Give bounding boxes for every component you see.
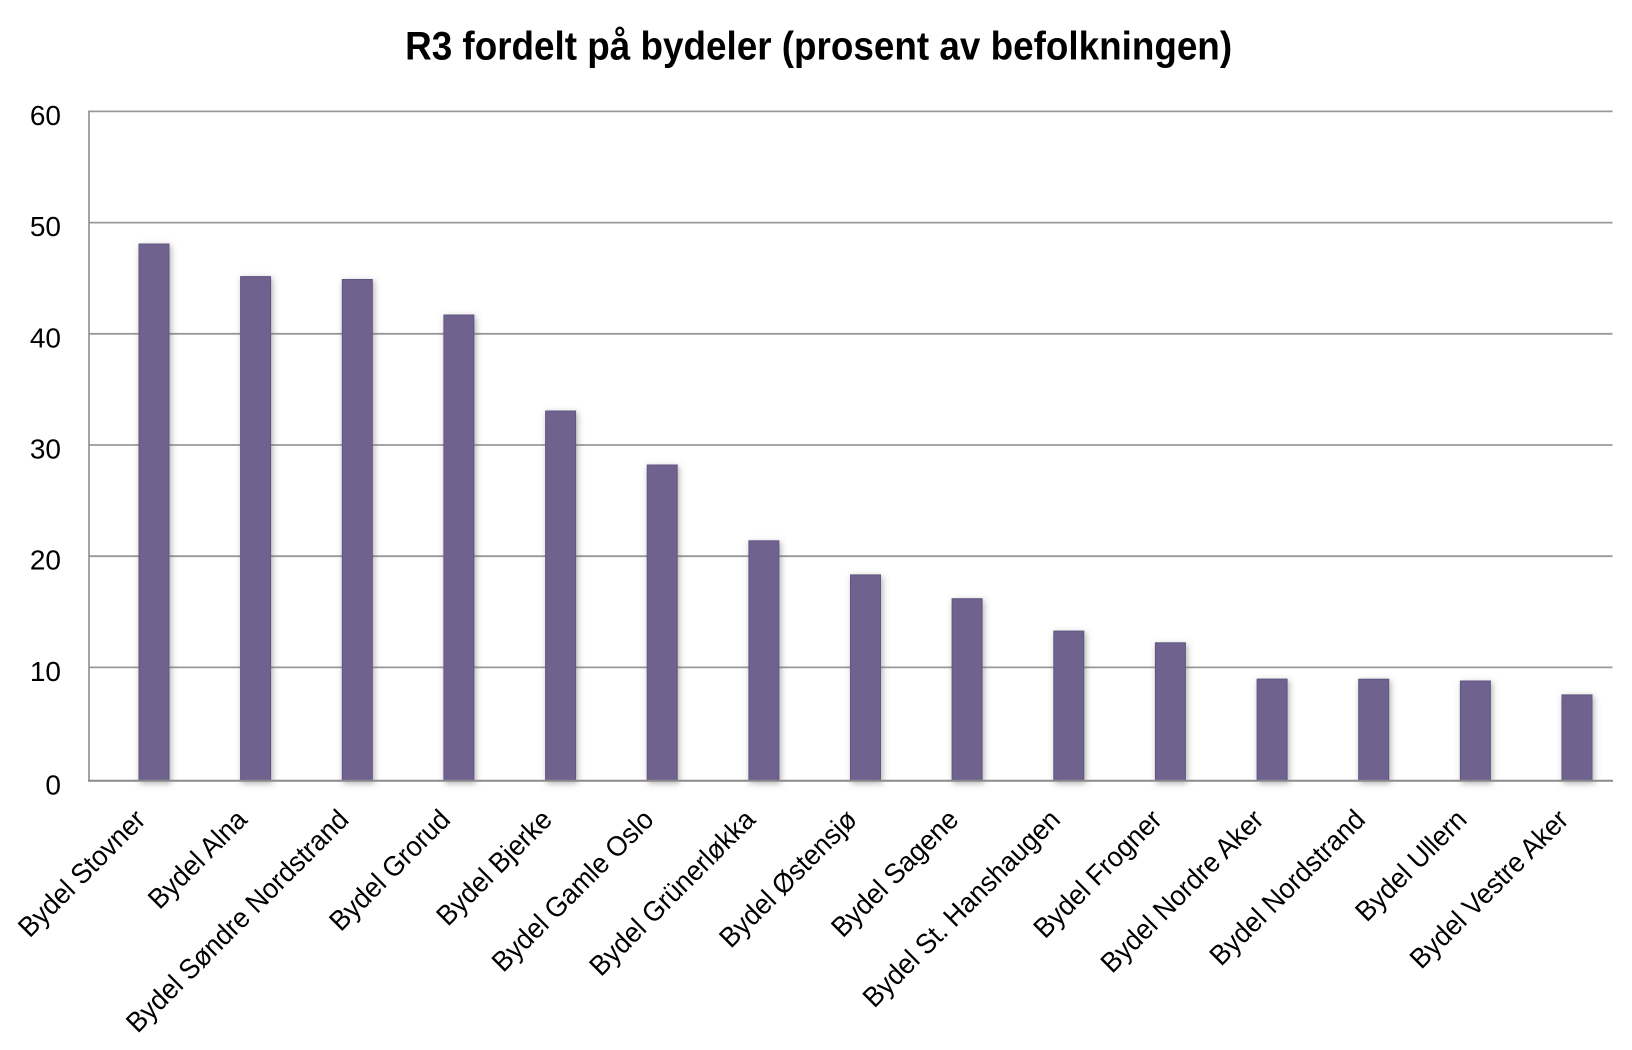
svg-text:20: 20 xyxy=(30,545,61,576)
svg-text:10: 10 xyxy=(30,656,61,687)
svg-text:40: 40 xyxy=(30,322,61,353)
svg-text:0: 0 xyxy=(45,769,61,800)
svg-text:50: 50 xyxy=(30,211,61,242)
svg-text:R3 fordelt på bydeler (prosent: R3 fordelt på bydeler (prosent av befolk… xyxy=(405,24,1232,68)
svg-text:60: 60 xyxy=(30,100,61,131)
svg-text:30: 30 xyxy=(30,434,61,465)
